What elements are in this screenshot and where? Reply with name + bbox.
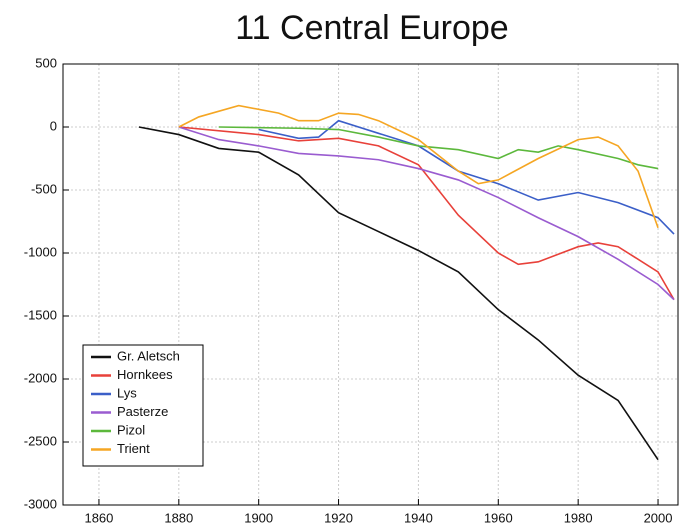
x-tick-label: 1980 (564, 510, 593, 525)
x-tick-label: 1940 (404, 510, 433, 525)
x-tick-label: 1960 (484, 510, 513, 525)
legend-label: Lys (117, 385, 137, 400)
line-series (178, 126, 675, 301)
x-tick-label: 1860 (84, 510, 113, 525)
y-tick-label: -2000 (24, 370, 57, 385)
line-series (258, 119, 675, 235)
y-tick-label: 500 (35, 55, 57, 70)
y-tick-label: -1000 (24, 244, 57, 259)
y-tick-label: -2500 (24, 433, 57, 448)
x-tick-label: 2000 (644, 510, 673, 525)
x-tick-label: 1920 (324, 510, 353, 525)
y-tick-label: -500 (31, 181, 57, 196)
legend-box (82, 344, 204, 467)
y-tick-label: 0 (50, 118, 57, 133)
legend-label: Pizol (117, 422, 145, 437)
legend-label: Gr. Aletsch (117, 348, 180, 363)
legend-label: Hornkees (117, 367, 173, 382)
line-series (178, 126, 675, 301)
y-tick-label: -1500 (24, 307, 57, 322)
line-series (138, 126, 659, 461)
x-tick-label: 1880 (164, 510, 193, 525)
line-series (218, 126, 659, 170)
x-tick-label: 1900 (244, 510, 273, 525)
plot-frame (62, 63, 679, 506)
chart-title: 11 Central Europe (235, 9, 508, 47)
legend-label: Pasterze (117, 404, 168, 419)
legend-label: Trient (117, 441, 150, 456)
line-series (178, 104, 659, 229)
y-tick-label: -3000 (24, 496, 57, 511)
